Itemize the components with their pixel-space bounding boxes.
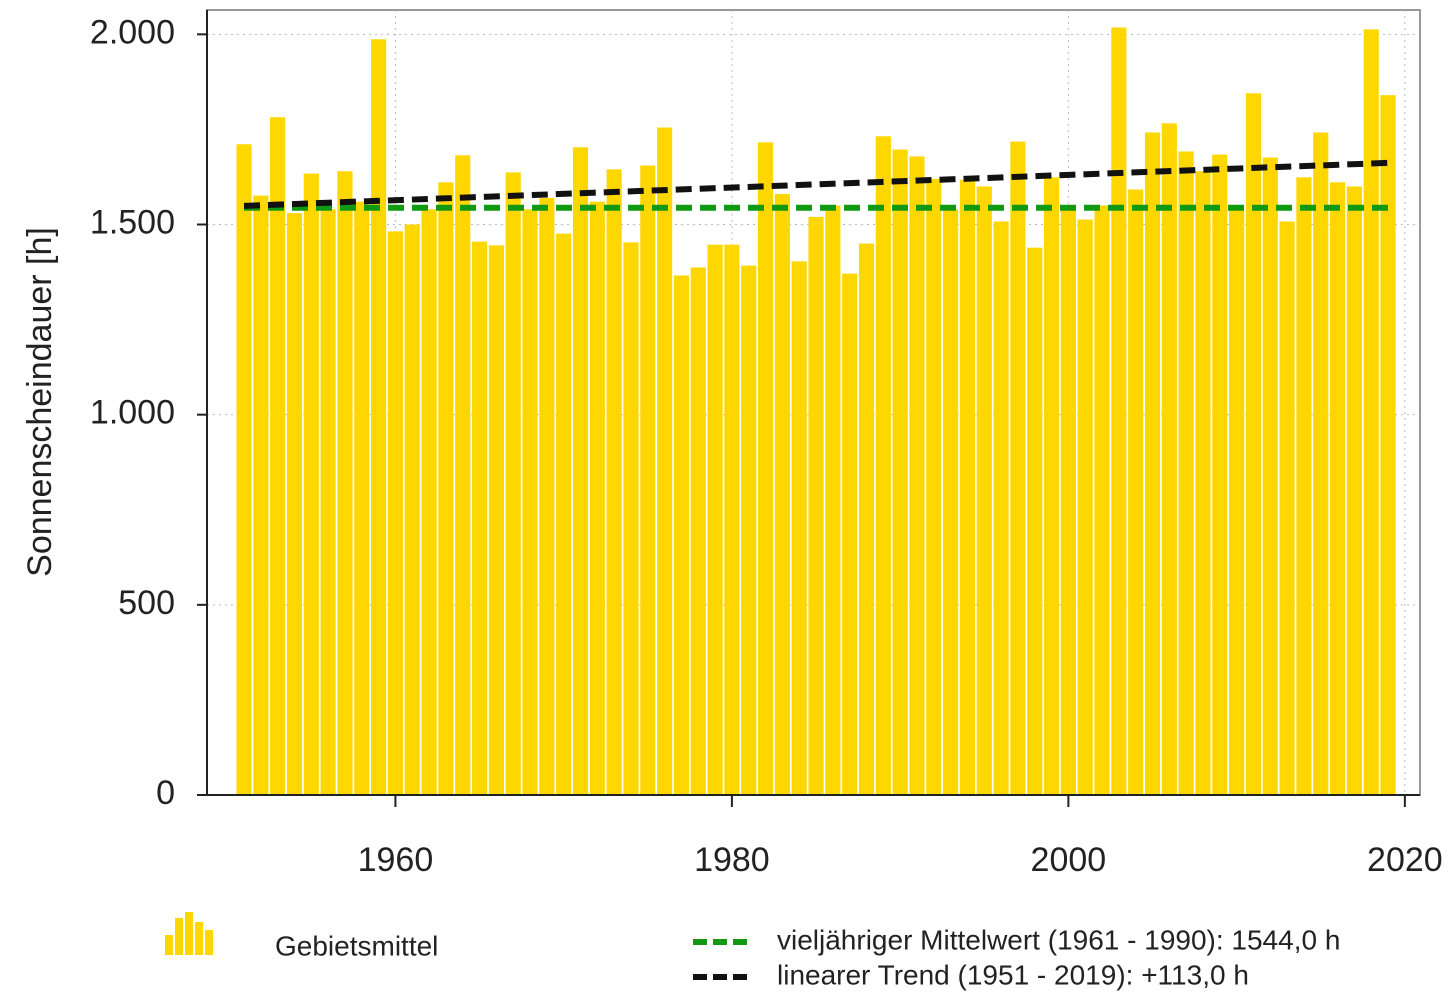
y-axis-label: Sonnenscheindauer [h] [21,227,59,577]
x-tick-label: 1980 [694,841,770,879]
legend-icon [185,912,193,955]
bar [858,243,875,796]
bar [1245,93,1262,795]
bar [539,197,555,795]
y-tick-label: 2.000 [90,13,175,51]
bar [875,136,891,795]
bar [1195,171,1211,795]
bar [1077,219,1093,795]
legend-label: Gebietsmittel [275,930,438,961]
legend-label: vieljähriger Mittelwert (1961 - 1990): 1… [777,924,1340,955]
bar [505,172,521,795]
bar [1296,177,1312,795]
bar [640,165,656,795]
bar [993,221,1009,795]
bar [623,242,639,796]
bar [572,147,589,795]
bar [1380,95,1396,796]
bar [909,156,925,796]
y-tick-label: 1.000 [90,394,175,432]
legend-icon [195,922,203,955]
bar [774,194,790,795]
bar [1178,151,1194,796]
bar [976,186,992,795]
bar [556,233,572,795]
bar [1313,132,1329,796]
y-tick-label: 0 [156,774,175,812]
bar [1060,209,1076,796]
x-tick-label: 2000 [1031,841,1107,879]
bar [1229,209,1245,796]
legend-icon [205,930,213,955]
bar [236,144,252,796]
y-tick-label: 500 [118,584,175,622]
bar [522,209,538,796]
bar [690,267,706,795]
bar [253,195,269,795]
bar [303,173,319,795]
legend-icon [175,918,183,955]
x-tick-label: 1960 [358,841,434,879]
bar [371,39,387,795]
bar [1144,132,1161,796]
bar [1363,29,1379,796]
bar [270,117,286,795]
bar [808,216,824,795]
y-tick-label: 1.500 [90,203,175,241]
bar [825,205,841,796]
bar [892,149,908,795]
bar [757,142,774,796]
bar [943,209,959,796]
bar [421,209,437,796]
legend-icon [165,935,173,955]
bar [791,261,807,795]
x-tick-label: 2020 [1367,841,1443,879]
bar [1329,182,1346,795]
bar [1043,177,1060,795]
bar [286,213,303,795]
bar [926,178,942,795]
bar [589,201,605,796]
bar [741,265,757,795]
bar [1111,27,1127,795]
bar [1262,157,1278,796]
bar [320,209,336,796]
bar [1212,154,1228,795]
bar [724,244,740,795]
bar [455,155,471,795]
legend: Gebietsmittel [165,912,438,961]
bar [438,182,454,795]
bar [842,273,858,795]
bar [606,169,622,796]
bar [1161,123,1177,795]
bar [1279,221,1295,795]
legend-label: linearer Trend (1951 - 2019): +113,0 h [777,959,1249,990]
bar [959,179,976,795]
bar [404,224,420,796]
bar [337,171,353,795]
bar [1027,247,1043,795]
bar [707,244,723,795]
bar [488,245,504,795]
bar [471,241,488,796]
bar [673,275,690,795]
bar [1010,141,1026,795]
bar [354,201,370,796]
bar [1094,205,1110,796]
bar [657,127,673,796]
bar [1346,186,1362,795]
bar [1128,189,1144,795]
bar [387,231,403,795]
